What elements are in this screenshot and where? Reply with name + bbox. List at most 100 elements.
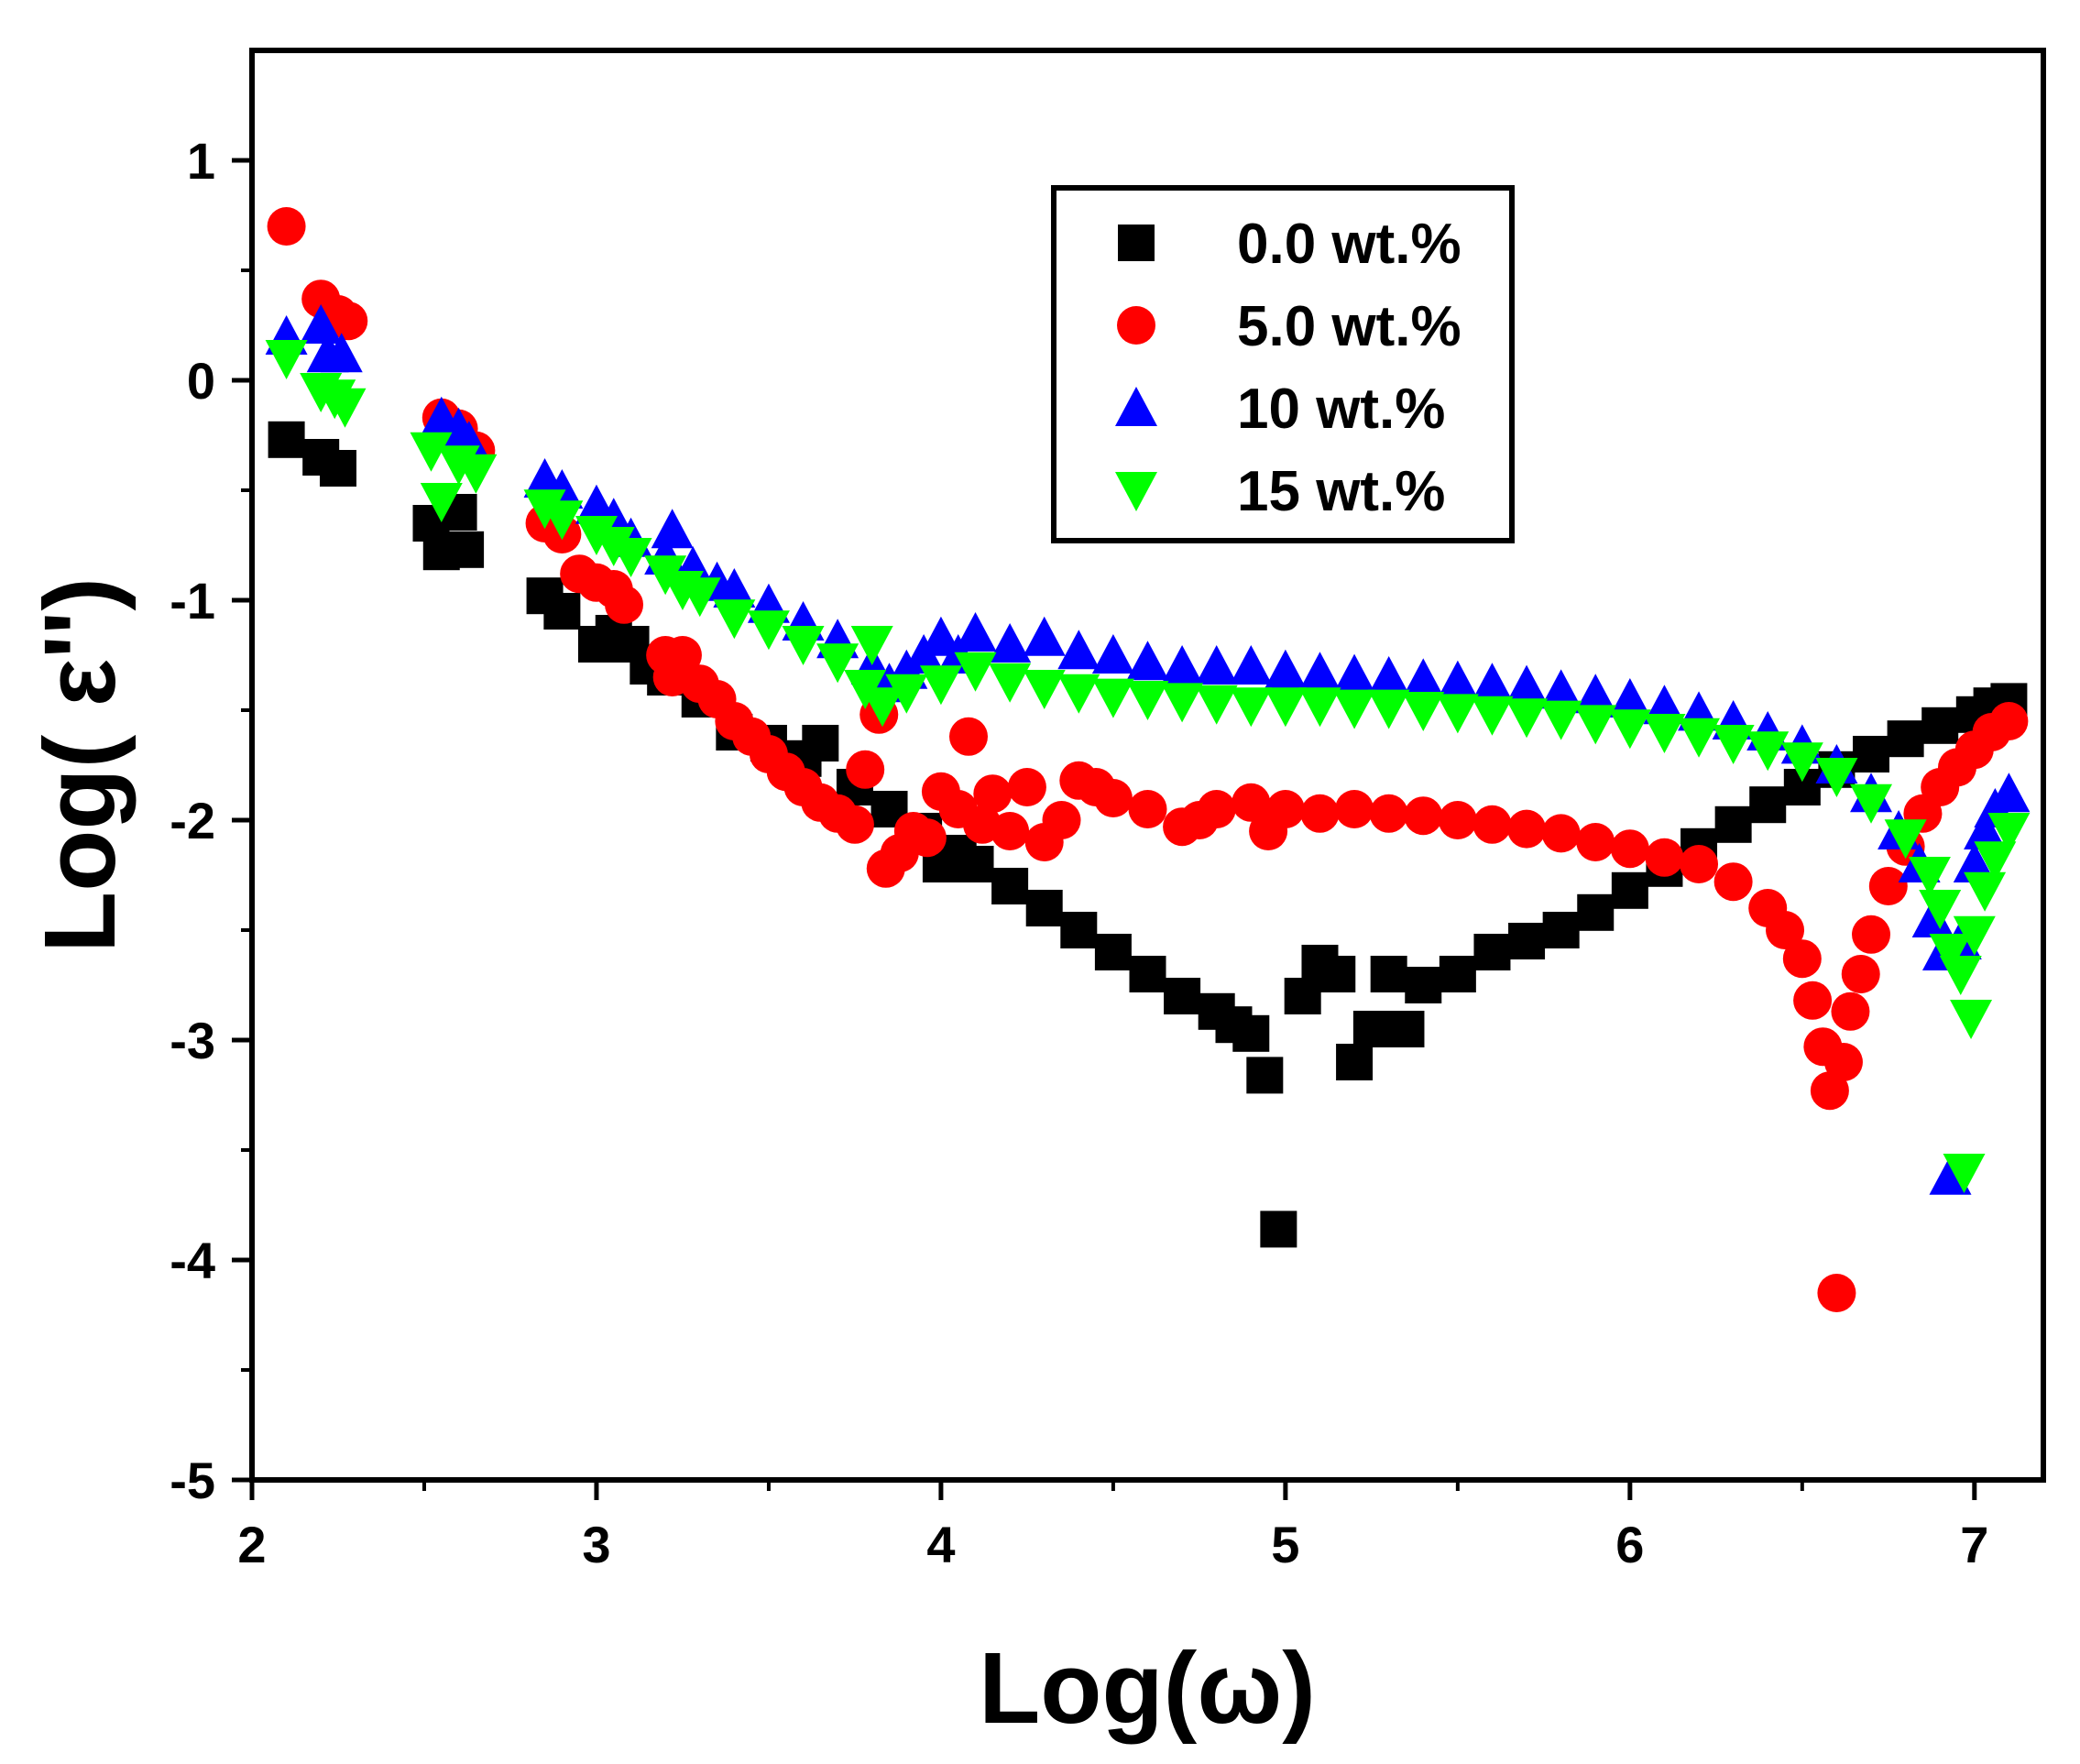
data-point [323, 388, 367, 428]
data-point [1964, 871, 2007, 912]
data-point [1782, 939, 1822, 979]
data-point [1678, 718, 1721, 758]
legend-marker-0 [1118, 225, 1155, 261]
data-point [1023, 616, 1066, 656]
data-point [989, 623, 1032, 663]
legend-marker-1 [1117, 306, 1155, 345]
data-point [1246, 1057, 1284, 1094]
data-point [1508, 923, 1546, 959]
data-point [1713, 862, 1753, 902]
data-point [575, 516, 618, 555]
data-point [1884, 819, 1927, 860]
data-point [1333, 689, 1376, 729]
data-point [420, 483, 463, 522]
data-point [329, 301, 368, 341]
data-point [713, 568, 756, 608]
data-point [1260, 1211, 1297, 1248]
legend: 0.0 wt.% 5.0 wt.% 10 wt.% 15 wt.% [1051, 185, 1515, 543]
data-point [1129, 956, 1166, 992]
data-point [1128, 790, 1167, 828]
x-tick-label: 4 [926, 1516, 955, 1573]
data-point [1094, 934, 1132, 970]
data-point [1439, 956, 1476, 992]
data-point [954, 652, 997, 692]
data-series [265, 207, 2031, 1312]
data-point [1264, 649, 1307, 689]
data-point [1505, 664, 1549, 705]
data-point [907, 818, 947, 858]
data-point [300, 304, 343, 344]
data-point [1025, 890, 1063, 926]
data-point [949, 717, 988, 756]
y-tick-label: -3 [170, 1012, 215, 1069]
data-point [1405, 967, 1442, 1003]
series-2 [265, 304, 2031, 1195]
data-point [1868, 867, 1908, 905]
data-point [267, 207, 306, 246]
data-point [1577, 893, 1615, 931]
legend-label-2: 10 wt.% [1237, 378, 1445, 441]
data-point [1780, 742, 1823, 783]
data-point [991, 868, 1029, 904]
data-point [678, 577, 721, 618]
data-point [1230, 687, 1273, 728]
data-point [410, 432, 453, 472]
data-point [1438, 801, 1477, 839]
data-point [1369, 794, 1408, 833]
y-tick-label: -1 [170, 572, 215, 630]
data-point [1195, 685, 1238, 725]
series-3 [265, 340, 2031, 1193]
data-point [523, 489, 566, 530]
data-point [1608, 709, 1651, 750]
y-tick-label: -2 [170, 792, 215, 849]
data-point [1850, 783, 1893, 824]
x-axis-title: Log(ω) [979, 1632, 1316, 1745]
data-point [1911, 898, 1954, 937]
data-point [1887, 720, 1924, 758]
data-point [816, 643, 859, 684]
data-point [454, 454, 498, 494]
data-point [1542, 912, 1580, 948]
data-point [1370, 956, 1407, 992]
data-point [1643, 714, 1686, 753]
data-point [885, 674, 928, 714]
data-point [1197, 790, 1236, 828]
data-point [1402, 692, 1445, 731]
data-point [1611, 871, 1648, 909]
data-point [1919, 890, 1962, 929]
data-point [1712, 725, 1755, 764]
data-point [1749, 786, 1787, 824]
data-point [1852, 915, 1891, 954]
data-point [1610, 829, 1649, 869]
data-point [265, 340, 308, 379]
data-point [802, 725, 839, 761]
data-point [1057, 674, 1100, 714]
data-point [1541, 814, 1581, 853]
data-point [1939, 956, 1982, 995]
y-axis: -5 -4 -3 -2 -1 0 1 [170, 132, 252, 1509]
data-point [1298, 652, 1341, 692]
data-point [1352, 1011, 1390, 1047]
data-point [713, 599, 756, 640]
data-point [651, 509, 694, 549]
data-point [1953, 915, 1996, 956]
data-point [592, 527, 635, 566]
y-tick-label: -4 [170, 1232, 215, 1289]
y-axis-title: Log( ε'') [24, 577, 137, 953]
data-point [541, 500, 584, 541]
data-point [954, 612, 997, 652]
data-point [1007, 768, 1046, 806]
data-point [1471, 663, 1514, 703]
data-point [447, 531, 485, 568]
data-point [1436, 694, 1479, 734]
data-point [1057, 630, 1100, 670]
x-tick-label: 6 [1615, 1516, 1644, 1573]
x-tick-label: 5 [1271, 1516, 1299, 1573]
data-point [1091, 678, 1134, 718]
legend-label-3: 15 wt.% [1237, 460, 1445, 523]
data-point [919, 665, 962, 706]
data-point [973, 774, 1013, 814]
data-point [1987, 772, 2031, 813]
data-point [1964, 810, 2007, 849]
